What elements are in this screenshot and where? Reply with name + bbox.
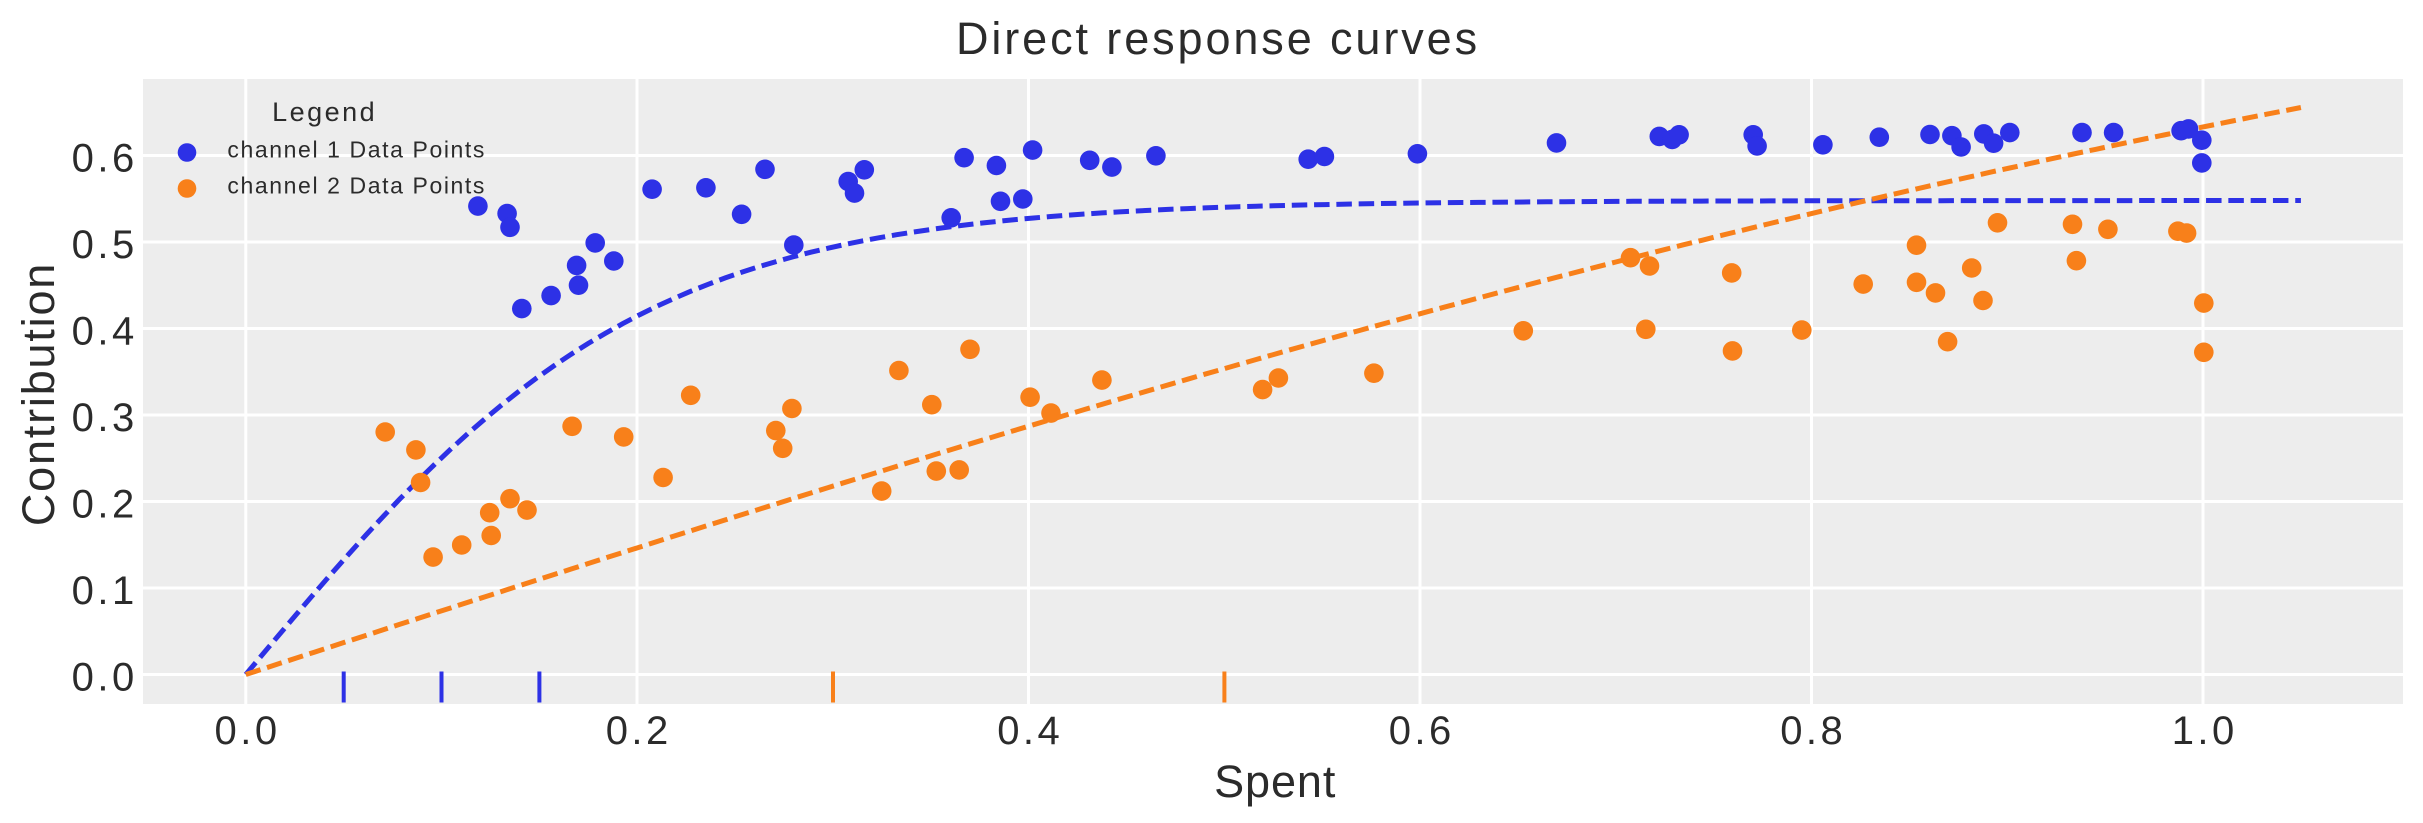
svg-text:0.4: 0.4: [72, 310, 138, 354]
svg-text:1.0: 1.0: [2172, 709, 2238, 753]
svg-text:0.4: 0.4: [997, 709, 1063, 753]
svg-text:0.5: 0.5: [72, 223, 138, 267]
svg-text:0.8: 0.8: [1780, 709, 1846, 753]
svg-text:0.2: 0.2: [72, 483, 138, 527]
svg-text:0.6: 0.6: [72, 137, 138, 181]
svg-text:Contribution: Contribution: [13, 262, 64, 526]
svg-text:0.0: 0.0: [72, 656, 138, 700]
svg-text:Spent: Spent: [1214, 756, 1336, 807]
svg-text:0.2: 0.2: [606, 709, 672, 753]
svg-text:0.1: 0.1: [72, 569, 138, 613]
svg-text:0.0: 0.0: [214, 709, 280, 753]
svg-text:Legend: Legend: [272, 97, 377, 127]
svg-text:Direct response curves: Direct response curves: [956, 13, 1480, 64]
svg-text:0.6: 0.6: [1389, 709, 1455, 753]
svg-text:0.3: 0.3: [72, 396, 138, 440]
svg-text:channel 2 Data Points: channel 2 Data Points: [227, 173, 486, 199]
svg-text:channel 1 Data Points: channel 1 Data Points: [227, 137, 486, 163]
